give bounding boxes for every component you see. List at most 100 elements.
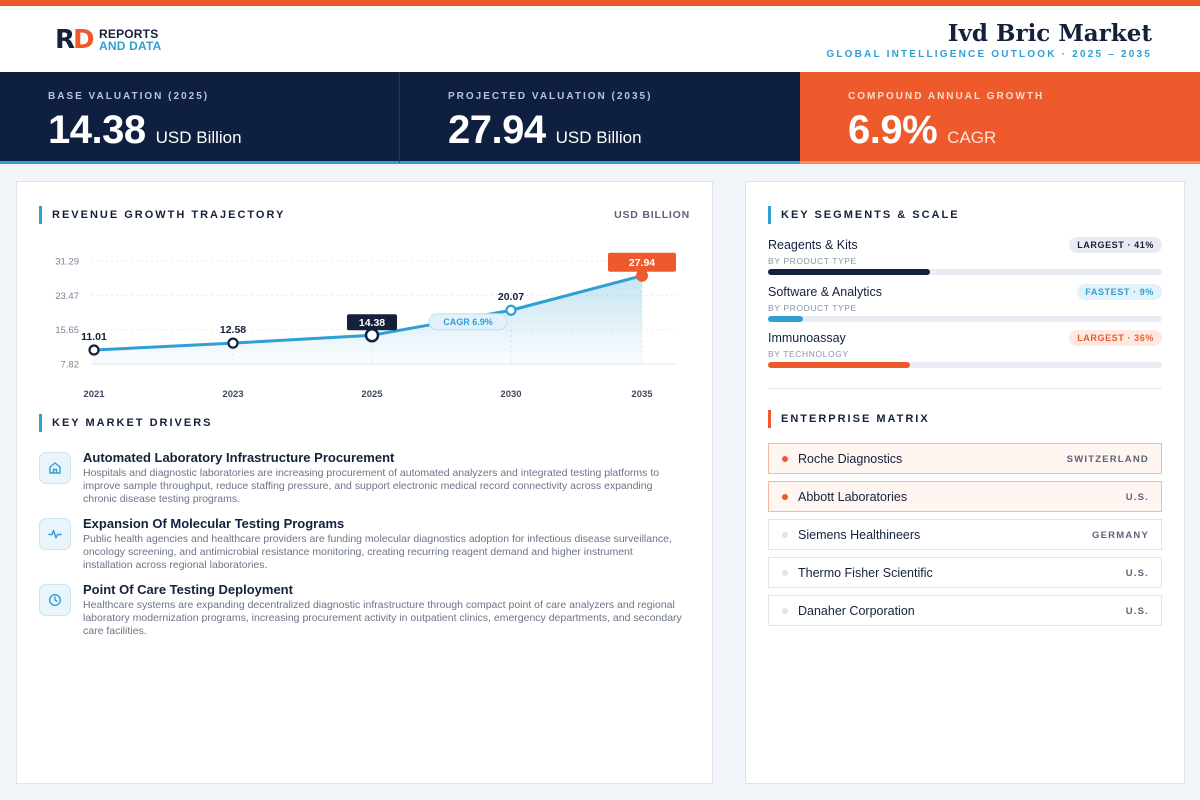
enterprise-title: ENTERPRISE MATRIX: [781, 413, 930, 425]
x-tick-label: 2021: [83, 389, 105, 400]
kpi-label: BASE VALUATION (2025): [48, 91, 210, 102]
data-point: [636, 269, 648, 282]
segment-item: Reagents & Kits BY PRODUCT TYPE LARGEST …: [768, 237, 1162, 285]
kpi-value-row: 14.38 USD Billion: [48, 108, 242, 153]
kpi-strip: BASE VALUATION (2025) 14.38 USD Billion …: [0, 72, 1200, 164]
segment-item: Immunoassay BY TECHNOLOGY LARGEST · 36%: [768, 330, 1162, 378]
driver-description: Hospitals and diagnostic laboratories ar…: [83, 467, 660, 505]
company-country: SWITZERLAND: [1066, 454, 1149, 465]
enterprise-row[interactable]: Thermo Fisher Scientific U.S.: [768, 557, 1162, 588]
company-country: U.S.: [1125, 492, 1149, 503]
segment-item: Software & Analytics BY PRODUCT TYPE FAS…: [768, 283, 1162, 332]
data-point: [505, 304, 517, 316]
company-name: Siemens Healthineers: [798, 528, 921, 542]
segment-badge: LARGEST · 36%: [1069, 330, 1162, 346]
revenue-line-chart: 31.29 23.47 15.65 7.82 CAGR 6.9% 11.01 2021 12.…: [55, 252, 677, 400]
pulse-icon: [39, 518, 71, 550]
company-name: Danaher Corporation: [798, 604, 915, 618]
segment-category: BY PRODUCT TYPE: [768, 302, 857, 313]
section-accent: [768, 206, 771, 224]
kpi-number: 14.38: [48, 108, 146, 152]
data-point: [88, 344, 100, 356]
company-name: Thermo Fisher Scientific: [798, 566, 933, 580]
x-tick-label: 2025: [361, 389, 383, 400]
x-tick-label: 2023: [222, 389, 243, 400]
segment-name: Immunoassay: [768, 331, 846, 345]
segment-category: BY TECHNOLOGY: [768, 349, 849, 359]
logo-line-2: AND DATA: [99, 39, 162, 53]
driver-title: Automated Laboratory Infrastructure Proc…: [83, 450, 395, 465]
cagr-annotation-pill: [428, 313, 508, 331]
kpi-value-row: 27.94 USD Billion: [448, 108, 642, 153]
segment-bar-fill: [768, 269, 930, 275]
page-title: Ivd Bric Market: [947, 20, 1152, 47]
building-icon: [39, 452, 71, 484]
section-divider: [768, 388, 1162, 389]
cagr-annotation: CAGR 6.9%: [443, 317, 493, 327]
y-tick-label: 31.29: [55, 257, 79, 268]
data-label: 20.07: [498, 291, 524, 303]
enterprise-list: Roche Diagnostics SWITZERLAND Abbott Lab…: [768, 443, 1162, 633]
section-accent: [39, 414, 42, 432]
kpi-label: COMPOUND ANNUAL GROWTH: [848, 91, 1045, 102]
segment-category: BY PRODUCT TYPE: [768, 256, 857, 266]
section-accent: [39, 206, 42, 224]
company-country: U.S.: [1125, 606, 1149, 617]
company-name: Abbott Laboratories: [798, 490, 908, 504]
data-label: 27.94: [629, 257, 655, 269]
logo-line-1: REPORTS: [99, 27, 159, 41]
drivers-header: KEY MARKET DRIVERS: [39, 414, 212, 432]
kpi-base-valuation: BASE VALUATION (2025) 14.38 USD Billion: [0, 72, 400, 164]
status-dot: [782, 532, 788, 538]
driver-item: Expansion Of Molecular Testing Programs …: [39, 514, 689, 580]
driver-item: Automated Laboratory Infrastructure Proc…: [39, 448, 689, 514]
kpi-value-row: 6.9% CAGR: [848, 108, 996, 153]
segment-name: Reagents & Kits: [768, 238, 858, 252]
data-label: 11.01: [81, 331, 107, 343]
right-panel: KEY SEGMENTS & SCALE Reagents & Kits BY …: [745, 181, 1185, 784]
segments-header: KEY SEGMENTS & SCALE: [768, 206, 960, 224]
kpi-number: 27.94: [448, 108, 546, 152]
kpi-unit: USD Billion: [155, 128, 242, 147]
segment-bar-fill: [768, 362, 910, 368]
x-tick-label: 2030: [500, 389, 521, 400]
driver-item: Point Of Care Testing Deployment Healthc…: [39, 580, 689, 646]
data-label: 14.38: [359, 317, 385, 329]
status-dot: [782, 608, 788, 614]
driver-title: Point Of Care Testing Deployment: [83, 582, 293, 597]
enterprise-row[interactable]: Siemens Healthineers GERMANY: [768, 519, 1162, 550]
logo-text: REPORTS AND DATA: [99, 28, 161, 52]
base-label-box: [347, 314, 397, 331]
segments-title: KEY SEGMENTS & SCALE: [781, 209, 960, 221]
drivers-title: KEY MARKET DRIVERS: [52, 417, 213, 429]
trajectory-header: REVENUE GROWTH TRAJECTORY: [39, 206, 285, 224]
drivers-list: Automated Laboratory Infrastructure Proc…: [39, 448, 689, 646]
enterprise-header: ENTERPRISE MATRIX: [768, 410, 930, 428]
segment-bar-fill: [768, 315, 804, 322]
kpi-label: PROJECTED VALUATION (2035): [448, 91, 653, 102]
enterprise-row[interactable]: Abbott Laboratories U.S.: [768, 481, 1162, 512]
segment-bar-track: [768, 315, 1162, 322]
enterprise-row[interactable]: Danaher Corporation U.S.: [768, 595, 1162, 626]
driver-description: Public health agencies and healthcare pr…: [83, 533, 672, 571]
projected-label-box: [608, 252, 676, 272]
status-dot: [782, 494, 788, 500]
segments-list: Reagents & Kits BY PRODUCT TYPE LARGEST …: [768, 237, 1162, 378]
kpi-number: 6.9%: [848, 108, 938, 152]
enterprise-row[interactable]: Roche Diagnostics SWITZERLAND: [768, 443, 1162, 474]
x-tick-label: 2035: [631, 389, 653, 400]
company-country: U.S.: [1125, 568, 1149, 579]
clock-icon: [39, 584, 71, 616]
driver-description: Healthcare systems are expanding decentr…: [83, 599, 682, 637]
status-dot: [782, 570, 788, 576]
company-name: Roche Diagnostics: [798, 452, 903, 466]
trajectory-title: REVENUE GROWTH TRAJECTORY: [52, 209, 286, 221]
y-tick-label: 7.82: [61, 360, 80, 371]
status-dot: [782, 456, 788, 462]
data-label: 12.58: [220, 324, 246, 336]
area-fill: [94, 275, 642, 364]
left-panel: REVENUE GROWTH TRAJECTORY USD BILLION 31…: [16, 181, 713, 784]
